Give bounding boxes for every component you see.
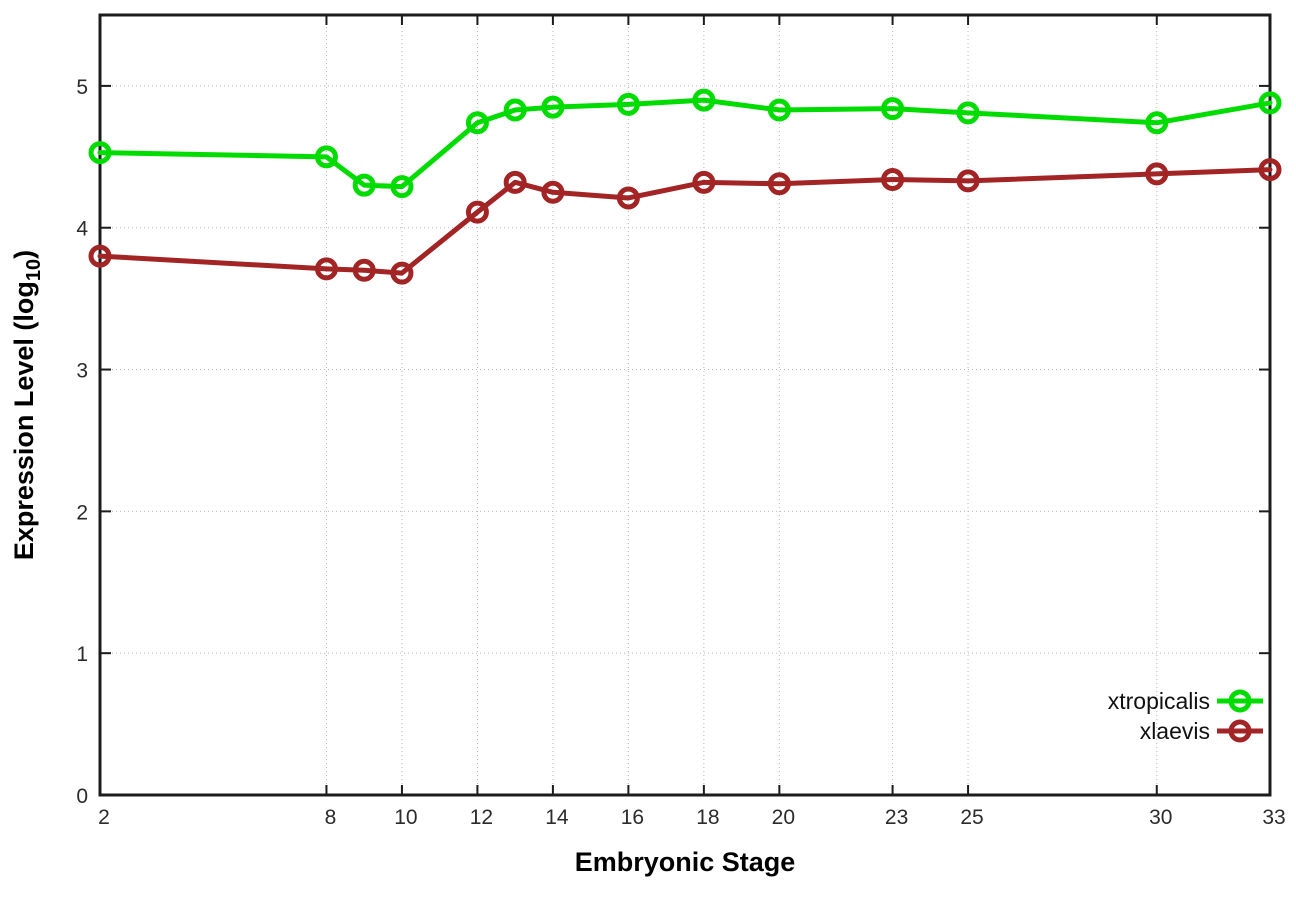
x-tick-label: 16: [621, 806, 644, 829]
data-point-xlaevis: [1145, 162, 1169, 186]
gridlines: [100, 15, 1270, 795]
y-tick-label: 5: [76, 76, 88, 99]
data-point-xtropicalis: [1145, 111, 1169, 135]
y-tick-label: 3: [76, 360, 88, 383]
data-point-xtropicalis: [465, 111, 489, 135]
axis-ticks: [99, 15, 1271, 796]
data-point-xlaevis: [692, 170, 716, 194]
x-tick-label: 25: [960, 806, 983, 829]
data-point-xlaevis: [767, 172, 791, 196]
y-tick-label: 2: [76, 501, 88, 524]
x-tick-label: 10: [394, 806, 417, 829]
data-point-xlaevis: [1258, 158, 1282, 182]
legend-label-xtropicalis: xtropicalis: [1108, 688, 1210, 714]
data-point-xlaevis: [616, 186, 640, 210]
x-tick-label: 30: [1149, 806, 1172, 829]
data-point-xtropicalis: [88, 141, 112, 165]
y-tick-label: 4: [76, 218, 88, 241]
y-tick-label: 0: [76, 785, 88, 808]
data-point-xtropicalis: [692, 88, 716, 112]
x-tick-label: 2: [98, 806, 110, 829]
legend: xtropicalis xlaevis: [1108, 688, 1263, 744]
data-point-xtropicalis: [390, 175, 414, 199]
data-point-xlaevis: [956, 169, 980, 193]
data-point-xlaevis: [352, 258, 376, 282]
plot-border-rect: [98, 13, 1272, 797]
data-point-xtropicalis: [881, 97, 905, 121]
y-axis-label: Expression Level (log10): [9, 250, 45, 560]
data-point-xtropicalis: [616, 92, 640, 116]
data-point-xtropicalis: [1258, 91, 1282, 115]
y-axis-label-subscript: 10: [23, 259, 45, 281]
data-point-xlaevis: [465, 200, 489, 224]
data-point-xtropicalis: [503, 98, 527, 122]
data-point-xtropicalis: [314, 145, 338, 169]
x-tick-label: 8: [325, 806, 337, 829]
data-point-xtropicalis: [956, 101, 980, 125]
x-tick-label: 18: [696, 806, 719, 829]
x-tick-label: 14: [545, 806, 569, 829]
legend-label-xlaevis: xlaevis: [1140, 718, 1210, 744]
y-axis-label-main: Expression Level (log: [9, 281, 39, 560]
x-tick-label: 23: [885, 806, 908, 829]
legend-sample-marker-xlaevis: [1228, 719, 1252, 743]
data-point-xtropicalis: [541, 95, 565, 119]
y-axis-label-close: ): [9, 250, 39, 259]
x-axis-label: Embryonic Stage: [575, 847, 796, 877]
x-tick-label: 33: [1262, 806, 1285, 829]
data-point-xtropicalis: [767, 98, 791, 122]
x-tick-label: 20: [772, 806, 795, 829]
y-tick-label: 1: [76, 643, 88, 666]
data-point-xlaevis: [881, 168, 905, 192]
plot-border: [98, 13, 1272, 797]
data-series: [88, 88, 1282, 285]
series-line-xtropicalis: [97, 97, 1273, 190]
data-point-xlaevis: [314, 257, 338, 281]
data-point-xtropicalis: [352, 173, 376, 197]
legend-sample-marker-xtropicalis: [1228, 689, 1252, 713]
series-line-xlaevis: [97, 167, 1273, 276]
data-point-xlaevis: [541, 180, 565, 204]
data-point-xlaevis: [390, 261, 414, 285]
x-tick-label: 12: [470, 806, 493, 829]
data-point-xlaevis: [503, 170, 527, 194]
data-point-xlaevis: [88, 244, 112, 268]
